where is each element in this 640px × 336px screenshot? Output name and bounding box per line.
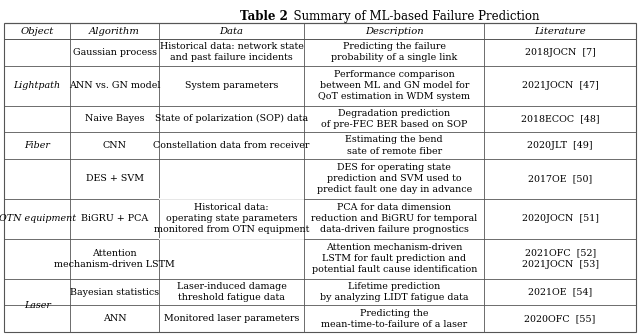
Text: Constellation data from receiver: Constellation data from receiver <box>154 141 310 150</box>
Text: Gaussian process: Gaussian process <box>72 48 157 57</box>
Text: Monitored laser parameters: Monitored laser parameters <box>164 314 300 323</box>
Text: Description: Description <box>365 27 424 36</box>
Text: Summary of ML-based Failure Prediction: Summary of ML-based Failure Prediction <box>286 10 540 23</box>
Text: Laser-induced damage
threshold fatigue data: Laser-induced damage threshold fatigue d… <box>177 282 287 302</box>
Text: System parameters: System parameters <box>185 81 278 90</box>
Text: 2018JOCN  [7]: 2018JOCN [7] <box>525 48 596 57</box>
Text: Historical data: network state
and past failure incidents: Historical data: network state and past … <box>159 42 303 62</box>
Text: PCA for data dimension
reduction and BiGRU for temporal
data-driven failure prog: PCA for data dimension reduction and BiG… <box>311 203 477 235</box>
Text: 2021JOCN  [47]: 2021JOCN [47] <box>522 81 598 90</box>
Text: Lifetime prediction
by analyzing LIDT fatigue data: Lifetime prediction by analyzing LIDT fa… <box>320 282 468 302</box>
Text: Naive Bayes: Naive Bayes <box>85 115 145 123</box>
Text: 2020JLT  [49]: 2020JLT [49] <box>527 141 593 150</box>
Text: Laser: Laser <box>24 301 51 310</box>
Text: 2021OFC  [52]
2021JOCN  [53]: 2021OFC [52] 2021JOCN [53] <box>522 249 599 269</box>
Text: Predicting the failure
probability of a single link: Predicting the failure probability of a … <box>331 42 458 62</box>
Text: Literature: Literature <box>534 27 586 36</box>
Text: Performance comparison
between ML and GN model for
QoT estimation in WDM system: Performance comparison between ML and GN… <box>318 70 470 101</box>
Text: Algorithm: Algorithm <box>89 27 140 36</box>
Text: Degradation prediction
of pre-FEC BER based on SOP: Degradation prediction of pre-FEC BER ba… <box>321 109 467 129</box>
Text: Attention mechanism-driven
LSTM for fault prediction and
potential fault cause i: Attention mechanism-driven LSTM for faul… <box>312 243 477 275</box>
Text: Estimating the bend
sate of remote fiber: Estimating the bend sate of remote fiber <box>346 135 443 156</box>
Text: State of polarization (SOP) data: State of polarization (SOP) data <box>155 114 308 123</box>
Text: Object: Object <box>20 27 54 36</box>
Text: OTN equipment: OTN equipment <box>0 214 76 223</box>
Text: BiGRU + PCA: BiGRU + PCA <box>81 214 148 223</box>
Text: CNN: CNN <box>102 141 127 150</box>
Text: 2017OE  [50]: 2017OE [50] <box>528 174 592 183</box>
Text: Bayesian statistics: Bayesian statistics <box>70 288 159 297</box>
Text: 2020JOCN  [51]: 2020JOCN [51] <box>522 214 598 223</box>
Text: Attention
mechanism-driven LSTM: Attention mechanism-driven LSTM <box>54 249 175 269</box>
Text: ANN: ANN <box>103 314 127 323</box>
Text: 2018ECOC  [48]: 2018ECOC [48] <box>521 115 600 123</box>
Text: 2020OFC  [55]: 2020OFC [55] <box>524 314 596 323</box>
Text: Predicting the
mean-time-to-failure of a laser: Predicting the mean-time-to-failure of a… <box>321 309 467 329</box>
Text: ANN vs. GN model: ANN vs. GN model <box>69 81 161 90</box>
Text: Historical data:
operating state parameters
monitored from OTN equipment: Historical data: operating state paramet… <box>154 203 309 235</box>
Text: Data: Data <box>220 27 243 36</box>
Text: Lightpath: Lightpath <box>13 81 61 90</box>
Text: DES + SVM: DES + SVM <box>86 174 143 183</box>
Text: Table 2: Table 2 <box>240 10 288 23</box>
Text: DES for operating state
prediction and SVM used to
predict fault one day in adva: DES for operating state prediction and S… <box>317 163 472 195</box>
Text: 2021OE  [54]: 2021OE [54] <box>528 288 592 297</box>
Text: Fiber: Fiber <box>24 141 50 150</box>
